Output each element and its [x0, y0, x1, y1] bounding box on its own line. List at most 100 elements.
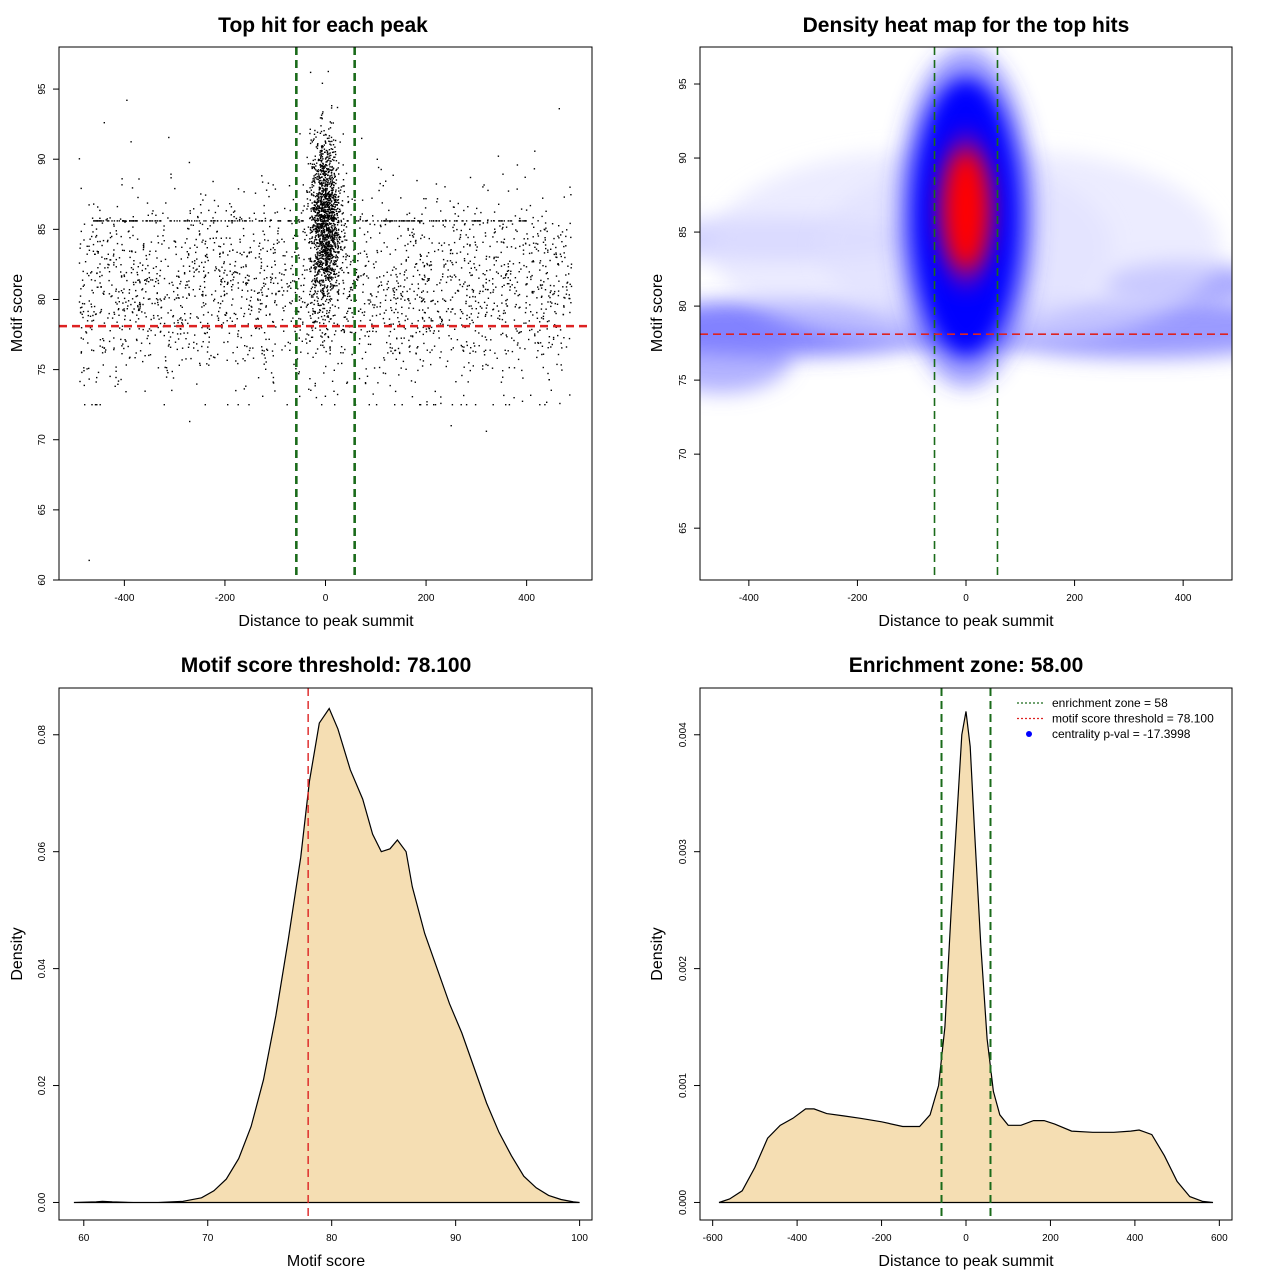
scatter-point: [482, 365, 484, 367]
scatter-point: [195, 269, 197, 271]
scatter-point: [219, 256, 221, 258]
scatter-point: [251, 306, 253, 308]
scatter-point: [469, 245, 471, 247]
scatter-point: [510, 270, 512, 272]
scatter-point: [474, 300, 477, 302]
y-tick-label: 0.003: [678, 839, 689, 864]
scatter-point: [333, 272, 335, 274]
scatter-point: [266, 277, 268, 279]
scatter-point: [411, 234, 414, 237]
scatter-point: [88, 204, 90, 206]
scatter-point: [325, 193, 327, 195]
scatter-point: [338, 271, 340, 274]
scatter-point: [521, 369, 523, 372]
scatter-point: [338, 274, 340, 277]
scatter-point: [82, 338, 84, 340]
scatter-point: [551, 302, 553, 304]
scatter-point: [302, 209, 304, 212]
scatter-point: [227, 282, 229, 284]
scatter-point: [115, 233, 118, 235]
scatter-point: [469, 323, 471, 325]
scatter-point: [537, 243, 539, 245]
scatter-point: [341, 262, 344, 264]
scatter-point: [398, 220, 400, 222]
scatter-point: [423, 264, 426, 267]
scatter-point: [248, 308, 250, 310]
scatter-point: [327, 268, 329, 270]
scatter-point: [156, 292, 158, 295]
scatter-point: [283, 330, 285, 332]
scatter-point: [380, 250, 382, 252]
scatter-point: [338, 220, 340, 222]
scatter-x-axis: -400 -200 0 200 400: [114, 579, 535, 604]
scatter-point: [309, 232, 312, 234]
scatter-point: [363, 314, 365, 316]
scatter-point: [99, 209, 101, 212]
scatter-point: [544, 222, 547, 224]
scatter-point: [319, 183, 321, 185]
scatter-point: [325, 213, 328, 215]
scatter-point: [385, 180, 387, 182]
scatter-point: [453, 220, 456, 222]
scatter-point: [231, 289, 233, 291]
scatter-point: [388, 318, 391, 320]
scatter-point: [318, 261, 320, 263]
scatter-point: [331, 267, 333, 270]
scatter-point: [258, 328, 260, 330]
scatter-point: [454, 213, 456, 215]
scatter-point: [317, 196, 320, 199]
scatter-point: [234, 271, 236, 273]
scatter-point: [505, 404, 507, 406]
scatter-point: [342, 292, 345, 295]
scatter-point: [540, 287, 543, 289]
scatter-point: [549, 291, 551, 294]
scatter-point: [323, 217, 325, 219]
scatter-point: [309, 290, 312, 293]
scatter-point: [545, 210, 547, 212]
scatter-point: [204, 261, 206, 263]
scatter-point: [390, 299, 392, 301]
scatter-point: [502, 370, 504, 372]
scatter-point: [525, 307, 527, 309]
score-density-title: Motif score threshold: 78.100: [181, 654, 472, 677]
scatter-point: [233, 276, 235, 278]
scatter-point: [328, 222, 331, 224]
scatter-point: [145, 316, 147, 318]
scatter-point: [141, 269, 143, 272]
scatter-point: [329, 268, 331, 270]
scatter-point: [203, 332, 206, 334]
legend-label: enrichment zone = 58: [1052, 696, 1168, 710]
scatter-point: [311, 184, 313, 186]
scatter-point: [531, 261, 533, 263]
scatter-point: [532, 314, 534, 316]
scatter-point: [503, 238, 506, 240]
scatter-point: [117, 308, 120, 311]
x-tick-label: 400: [1127, 1233, 1144, 1244]
scatter-point: [549, 296, 551, 299]
scatter-point: [332, 186, 335, 189]
scatter-point: [332, 248, 335, 251]
scatter-point: [271, 292, 273, 295]
scatter-point: [258, 256, 260, 258]
scatter-point: [320, 181, 323, 184]
scatter-point: [397, 297, 399, 299]
scatter-point: [438, 242, 440, 244]
scatter-point: [526, 295, 528, 298]
scatter-point: [148, 328, 151, 330]
scatter-point: [290, 320, 292, 322]
scatter-point: [326, 210, 328, 213]
scatter-point: [376, 277, 378, 279]
scatter-point: [513, 339, 515, 342]
x-tick-label: 0: [963, 1233, 969, 1244]
scatter-point: [91, 404, 93, 406]
scatter-point: [316, 256, 319, 258]
scatter-point: [568, 294, 570, 296]
scatter-point: [363, 273, 365, 275]
scatter-point: [397, 285, 400, 288]
scatter-point: [329, 300, 331, 302]
scatter-point: [393, 294, 395, 296]
scatter-point: [520, 220, 522, 222]
scatter-point: [314, 321, 316, 323]
scatter-point: [99, 217, 101, 219]
scatter-point: [473, 236, 475, 238]
